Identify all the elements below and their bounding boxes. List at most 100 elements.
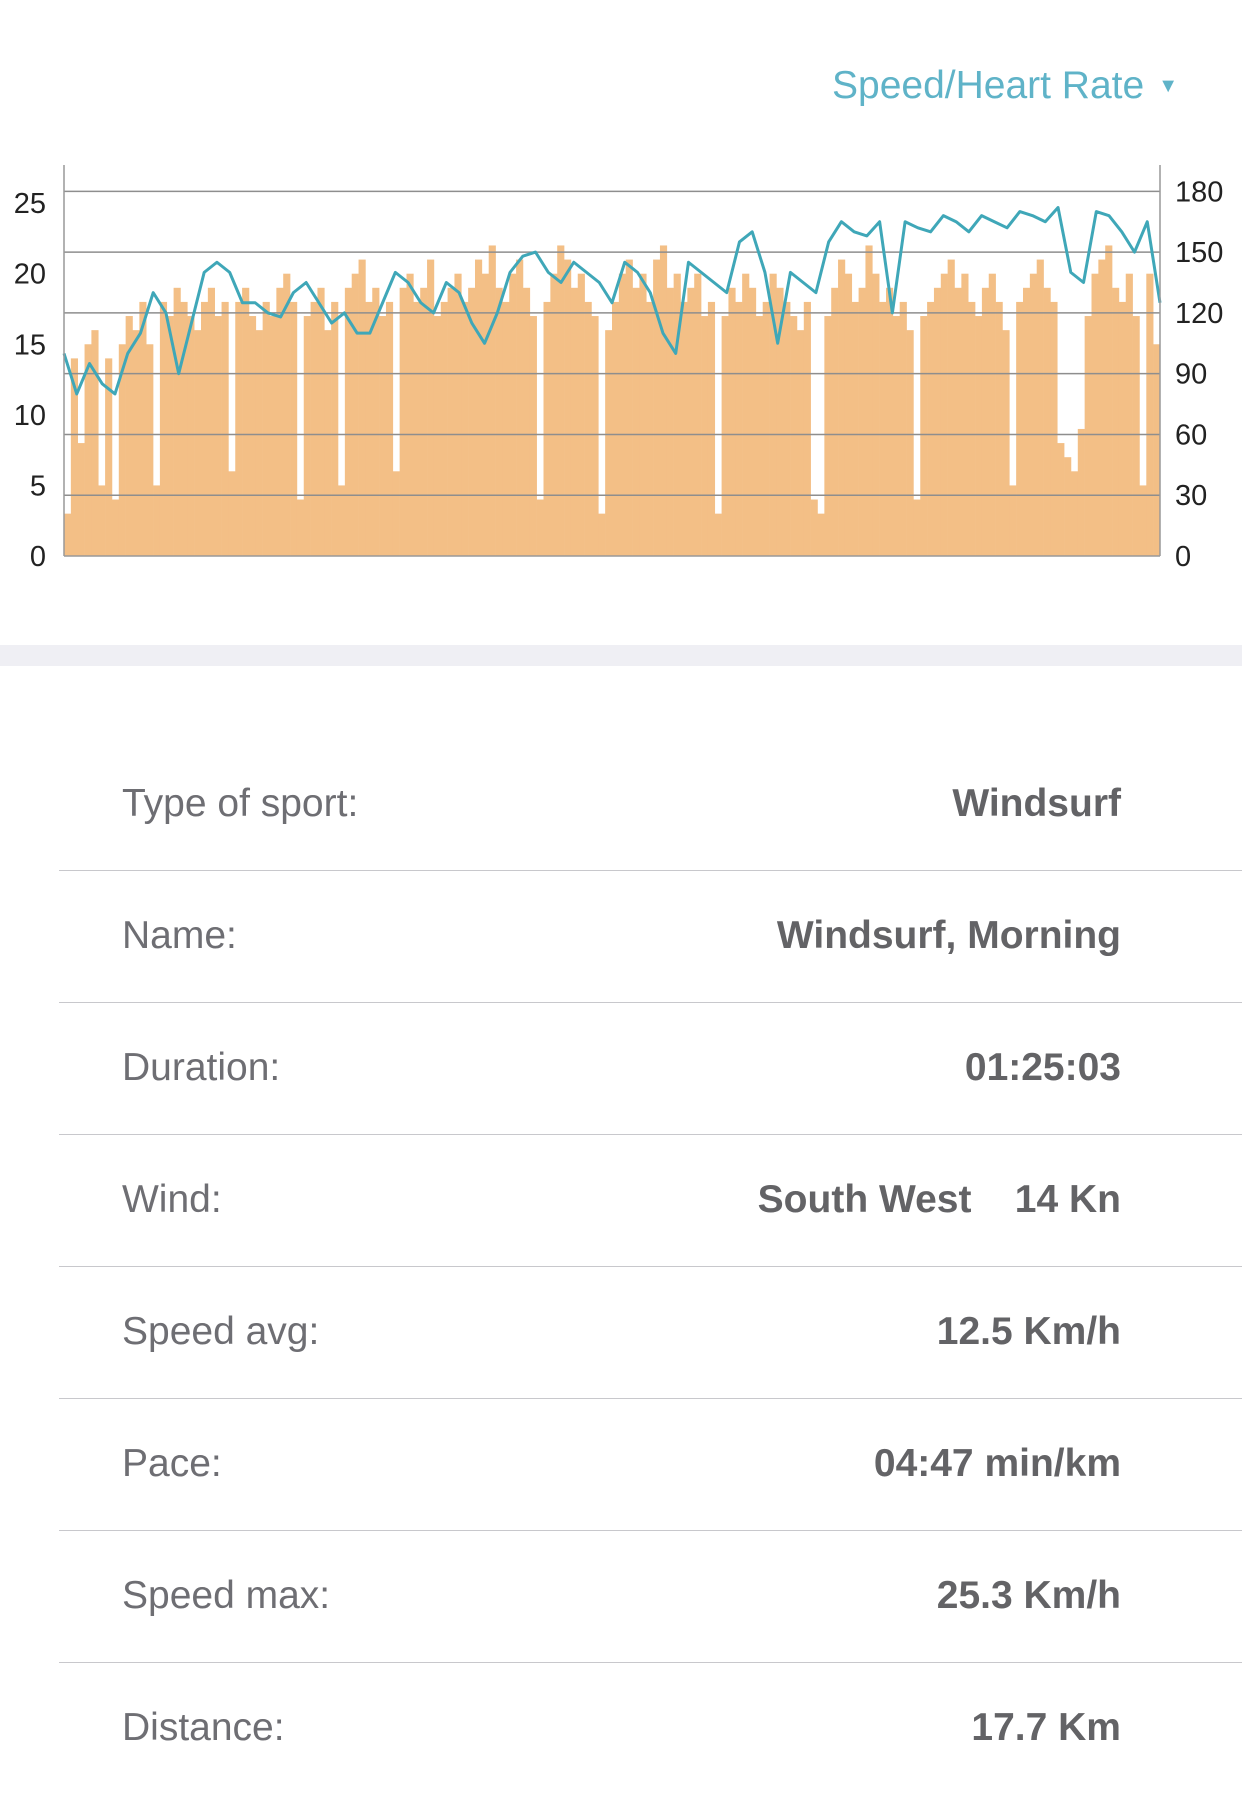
detail-label: Speed max: <box>122 1574 331 1617</box>
speed-bar <box>70 358 78 556</box>
speed-bar <box>1125 273 1133 556</box>
speed-bar <box>721 316 729 556</box>
speed-bar <box>1091 273 1099 556</box>
caret-down-icon: ▼ <box>1158 74 1178 97</box>
detail-value: Windsurf <box>952 782 1121 825</box>
speed-bar <box>338 485 346 556</box>
speed-bar <box>612 301 620 556</box>
speed-bar <box>1105 245 1113 556</box>
speed-bar <box>105 358 113 556</box>
speed-bar <box>481 273 489 556</box>
speed-bar <box>91 330 99 556</box>
speed-bar <box>673 273 681 556</box>
left-tick-label: 0 <box>30 541 46 573</box>
speed-bar <box>735 301 743 556</box>
speed-bar <box>1139 485 1147 556</box>
speed-bar <box>790 316 798 556</box>
speed-bar <box>1002 330 1010 556</box>
speed-bar <box>762 301 770 556</box>
speed-bar <box>803 301 811 556</box>
speed-bar <box>372 287 380 556</box>
speed-bar <box>201 301 209 556</box>
speed-bar <box>646 301 654 556</box>
detail-value: 04:47 min/km <box>873 1442 1121 1485</box>
section-divider <box>0 645 1242 666</box>
speed-bar <box>440 301 448 556</box>
speed-bar <box>543 301 551 556</box>
speed-bar <box>468 287 476 556</box>
chart-type-selector[interactable]: Speed/Heart Rate ▼ <box>832 64 1178 108</box>
speed-bar <box>290 301 298 556</box>
speed-bar <box>1077 428 1085 556</box>
speed-bar <box>865 245 873 556</box>
speed-bar <box>933 287 942 556</box>
detail-row: Name: Windsurf, Morning <box>59 870 1242 1003</box>
detail-value: 01:25:03 <box>964 1046 1121 1089</box>
speed-bar <box>522 287 531 556</box>
left-tick-label: 10 <box>14 400 46 432</box>
speed-bar <box>680 301 688 556</box>
speed-bar <box>454 273 462 556</box>
speed-bar <box>639 273 647 556</box>
speed-bar <box>406 273 414 556</box>
speed-bar <box>84 344 92 556</box>
speed-bar <box>536 499 544 556</box>
right-tick-label: 120 <box>1175 298 1223 330</box>
speed-bar <box>906 330 914 556</box>
speed-bar <box>927 301 935 556</box>
speed-bar <box>653 259 661 556</box>
detail-value: 25.3 Km/h <box>936 1574 1121 1617</box>
speed-bar <box>981 287 990 556</box>
speed-bar <box>344 287 352 556</box>
speed-bar <box>173 287 181 556</box>
speed-bar <box>659 245 668 556</box>
speed-bar <box>1016 301 1024 556</box>
speed-bar <box>77 443 85 556</box>
speed-bar <box>1023 287 1031 556</box>
detail-row: Type of sport: Windsurf <box>59 738 1242 871</box>
speed-bar <box>1084 316 1092 556</box>
speed-bar <box>550 273 558 556</box>
speed-bar <box>810 499 818 556</box>
speed-bar <box>98 485 106 556</box>
speed-bar <box>509 273 517 556</box>
speed-bar <box>331 301 339 556</box>
detail-label: Speed avg: <box>122 1310 320 1353</box>
speed-bar <box>118 344 126 556</box>
detail-label: Duration: <box>122 1046 281 1089</box>
speed-bar <box>776 287 784 556</box>
speed-bar <box>207 287 215 556</box>
speed-bar <box>1043 287 1051 556</box>
detail-label: Distance: <box>122 1706 285 1749</box>
speed-bar <box>379 316 387 556</box>
left-tick-label: 5 <box>30 470 46 502</box>
right-tick-label: 150 <box>1175 237 1223 269</box>
speed-bar <box>413 301 421 556</box>
speed-bar <box>1112 287 1120 556</box>
speed-bar <box>598 513 606 556</box>
speed-bar <box>975 316 983 556</box>
speed-bar <box>879 301 887 556</box>
speed-bar <box>447 287 455 556</box>
speed-bar <box>707 301 716 556</box>
speed-bar <box>851 301 859 556</box>
speed-bar <box>625 259 633 556</box>
speed-bar <box>968 301 976 556</box>
speed-bar <box>324 330 332 556</box>
speed-bar <box>187 316 195 556</box>
speed-bar <box>1064 457 1072 556</box>
speed-bar <box>529 316 537 556</box>
right-axis-ticks: 0 30 60 90 120 150 180 <box>1175 176 1223 573</box>
speed-bar <box>180 301 188 556</box>
speed-bar <box>64 513 72 556</box>
detail-value: 17.7 Km <box>971 1706 1121 1749</box>
speed-bar <box>714 513 722 556</box>
speed-bar <box>940 273 948 556</box>
speed-bar <box>303 316 311 556</box>
speed-bar <box>255 330 263 556</box>
speed-bar <box>132 330 140 556</box>
speed-bar <box>769 273 777 556</box>
speed-bar <box>796 330 805 556</box>
speed-bar <box>385 301 394 556</box>
speed-bar <box>399 287 407 556</box>
